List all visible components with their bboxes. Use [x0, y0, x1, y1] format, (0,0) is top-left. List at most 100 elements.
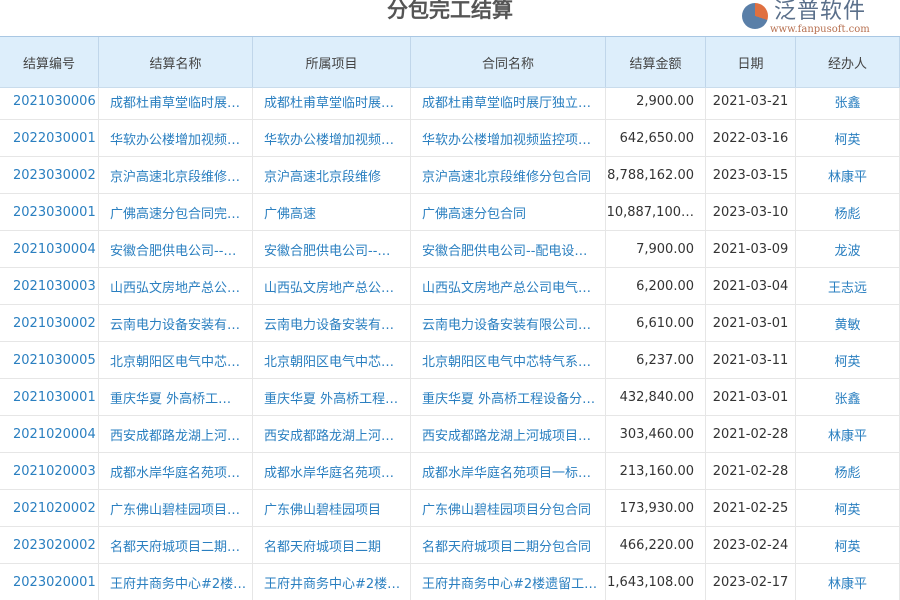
cell-contract-name[interactable]: 成都水岸华庭名苑项目一标…	[411, 453, 606, 489]
cell-contract-name[interactable]: 京沪高速北京段维修分包合同	[411, 157, 606, 193]
cell-handler[interactable]: 王志远	[796, 268, 900, 304]
cell-amount: 10,887,100…	[606, 194, 706, 230]
cell-settlement-no[interactable]: 2023020001	[0, 564, 99, 600]
cell-amount: 6,610.00	[606, 305, 706, 341]
table-row[interactable]: 2021020004 西安成都路龙湖上河… 西安成都路龙湖上河… 西安成都路龙湖上河城…	[0, 416, 900, 453]
cell-project[interactable]: 王府井商务中心#2楼…	[253, 564, 411, 600]
cell-settlement-no[interactable]: 2022030001	[0, 120, 99, 156]
cell-settlement-name[interactable]: 成都水岸华庭名苑项…	[99, 453, 253, 489]
cell-project[interactable]: 华软办公楼增加视频…	[253, 120, 411, 156]
cell-handler[interactable]: 张鑫	[796, 83, 900, 119]
page-title: 分包完工结算	[387, 0, 513, 22]
column-header-date[interactable]: 日期	[706, 37, 796, 87]
column-header-amount[interactable]: 结算金额	[606, 37, 706, 87]
cell-project[interactable]: 京沪高速北京段维修	[253, 157, 411, 193]
cell-contract-name[interactable]: 广东佛山碧桂园项目分包合同	[411, 490, 606, 526]
cell-settlement-name[interactable]: 广东佛山碧桂园项目…	[99, 490, 253, 526]
cell-project[interactable]: 成都杜甫草堂临时展…	[253, 83, 411, 119]
cell-settlement-no[interactable]: 2021020004	[0, 416, 99, 452]
cell-settlement-no[interactable]: 2021020003	[0, 453, 99, 489]
table-row[interactable]: 2023020001 王府井商务中心#2楼… 王府井商务中心#2楼… 王府井商务中心#…	[0, 564, 900, 600]
cell-project[interactable]: 重庆华夏 外高桥工程…	[253, 379, 411, 415]
column-header-settlement-name[interactable]: 结算名称	[99, 37, 253, 87]
cell-contract-name[interactable]: 成都杜甫草堂临时展厅独立…	[411, 83, 606, 119]
cell-settlement-no[interactable]: 2023030002	[0, 157, 99, 193]
cell-handler[interactable]: 黄敏	[796, 305, 900, 341]
column-header-settlement-no[interactable]: 结算编号	[0, 37, 99, 87]
cell-contract-name[interactable]: 安徽合肥供电公司--配电设…	[411, 231, 606, 267]
cell-settlement-no[interactable]: 2023020002	[0, 527, 99, 563]
cell-settlement-no[interactable]: 2021030005	[0, 342, 99, 378]
settlement-table: 结算编号 结算名称 所属项目 合同名称 结算金额 日期 经办人 2021030006 成都杜甫…	[0, 36, 900, 600]
table-row[interactable]: 2023030002 京沪高速北京段维修… 京沪高速北京段维修 京沪高速北京段维修分包…	[0, 157, 900, 194]
cell-contract-name[interactable]: 山西弘文房地产总公司电气…	[411, 268, 606, 304]
column-header-handler[interactable]: 经办人	[796, 37, 900, 87]
cell-handler[interactable]: 林康平	[796, 416, 900, 452]
cell-contract-name[interactable]: 云南电力设备安装有限公司…	[411, 305, 606, 341]
table-row[interactable]: 2021030002 云南电力设备安装有… 云南电力设备安装有… 云南电力设备安装有限…	[0, 305, 900, 342]
cell-amount: 466,220.00	[606, 527, 706, 563]
cell-amount: 7,900.00	[606, 231, 706, 267]
cell-project[interactable]: 安徽合肥供电公司--…	[253, 231, 411, 267]
cell-settlement-name[interactable]: 西安成都路龙湖上河…	[99, 416, 253, 452]
cell-project[interactable]: 广东佛山碧桂园项目	[253, 490, 411, 526]
cell-contract-name[interactable]: 北京朝阳区电气中芯特气系…	[411, 342, 606, 378]
cell-contract-name[interactable]: 西安成都路龙湖上河城项目…	[411, 416, 606, 452]
cell-project[interactable]: 广佛高速	[253, 194, 411, 230]
cell-handler[interactable]: 龙波	[796, 231, 900, 267]
cell-contract-name[interactable]: 重庆华夏 外高桥工程设备分…	[411, 379, 606, 415]
cell-settlement-no[interactable]: 2021030003	[0, 268, 99, 304]
cell-settlement-no[interactable]: 2021030001	[0, 379, 99, 415]
table-row[interactable]: 2021020003 成都水岸华庭名苑项… 成都水岸华庭名苑项… 成都水岸华庭名苑项目…	[0, 453, 900, 490]
watermark-logo: 泛普软件 www.fanpusoft.com	[742, 0, 892, 36]
cell-handler[interactable]: 杨彪	[796, 194, 900, 230]
table-row[interactable]: 2023030001 广佛高速分包合同完… 广佛高速 广佛高速分包合同 10,887,1…	[0, 194, 900, 231]
cell-settlement-no[interactable]: 2021030002	[0, 305, 99, 341]
cell-contract-name[interactable]: 名都天府城项目二期分包合同	[411, 527, 606, 563]
cell-handler[interactable]: 柯英	[796, 490, 900, 526]
cell-project[interactable]: 成都水岸华庭名苑项…	[253, 453, 411, 489]
cell-project[interactable]: 名都天府城项目二期	[253, 527, 411, 563]
table-row[interactable]: 2023020002 名都天府城项目二期… 名都天府城项目二期 名都天府城项目二期分包…	[0, 527, 900, 564]
column-header-project[interactable]: 所属项目	[253, 37, 411, 87]
cell-handler[interactable]: 林康平	[796, 157, 900, 193]
cell-project[interactable]: 西安成都路龙湖上河…	[253, 416, 411, 452]
cell-settlement-name[interactable]: 名都天府城项目二期…	[99, 527, 253, 563]
cell-contract-name[interactable]: 广佛高速分包合同	[411, 194, 606, 230]
cell-settlement-name[interactable]: 山西弘文房地产总公…	[99, 268, 253, 304]
cell-handler[interactable]: 柯英	[796, 120, 900, 156]
cell-date: 2023-02-17	[706, 564, 796, 600]
cell-settlement-name[interactable]: 北京朝阳区电气中芯…	[99, 342, 253, 378]
cell-settlement-no[interactable]: 2023030001	[0, 194, 99, 230]
table-row[interactable]: 2021030006 成都杜甫草堂临时展… 成都杜甫草堂临时展… 成都杜甫草堂临时展厅…	[0, 83, 900, 120]
cell-contract-name[interactable]: 王府井商务中心#2楼遗留工…	[411, 564, 606, 600]
cell-project[interactable]: 山西弘文房地产总公…	[253, 268, 411, 304]
cell-settlement-name[interactable]: 王府井商务中心#2楼…	[99, 564, 253, 600]
cell-settlement-name[interactable]: 华软办公楼增加视频…	[99, 120, 253, 156]
cell-handler[interactable]: 柯英	[796, 342, 900, 378]
cell-settlement-no[interactable]: 2021030006	[0, 83, 99, 119]
cell-settlement-name[interactable]: 广佛高速分包合同完…	[99, 194, 253, 230]
table-row[interactable]: 2021030003 山西弘文房地产总公… 山西弘文房地产总公… 山西弘文房地产总公司…	[0, 268, 900, 305]
cell-handler[interactable]: 柯英	[796, 527, 900, 563]
table-row[interactable]: 2021020002 广东佛山碧桂园项目… 广东佛山碧桂园项目 广东佛山碧桂园项目分包…	[0, 490, 900, 527]
column-header-contract-name[interactable]: 合同名称	[411, 37, 606, 87]
cell-contract-name[interactable]: 华软办公楼增加视频监控项…	[411, 120, 606, 156]
cell-handler[interactable]: 张鑫	[796, 379, 900, 415]
cell-settlement-no[interactable]: 2021030004	[0, 231, 99, 267]
cell-settlement-name[interactable]: 京沪高速北京段维修…	[99, 157, 253, 193]
cell-project[interactable]: 北京朝阳区电气中芯…	[253, 342, 411, 378]
cell-date: 2023-02-24	[706, 527, 796, 563]
cell-settlement-name[interactable]: 云南电力设备安装有…	[99, 305, 253, 341]
table-row[interactable]: 2021030004 安徽合肥供电公司--… 安徽合肥供电公司--… 安徽合肥供电公司…	[0, 231, 900, 268]
cell-settlement-name[interactable]: 安徽合肥供电公司--…	[99, 231, 253, 267]
cell-handler[interactable]: 林康平	[796, 564, 900, 600]
table-row[interactable]: 2021030005 北京朝阳区电气中芯… 北京朝阳区电气中芯… 北京朝阳区电气中芯特…	[0, 342, 900, 379]
cell-project[interactable]: 云南电力设备安装有…	[253, 305, 411, 341]
cell-settlement-name[interactable]: 重庆华夏 外高桥工…	[99, 379, 253, 415]
cell-handler[interactable]: 杨彪	[796, 453, 900, 489]
cell-settlement-name[interactable]: 成都杜甫草堂临时展…	[99, 83, 253, 119]
table-row[interactable]: 2021030001 重庆华夏 外高桥工… 重庆华夏 外高桥工程… 重庆华夏 外高桥工…	[0, 379, 900, 416]
table-row[interactable]: 2022030001 华软办公楼增加视频… 华软办公楼增加视频… 华软办公楼增加视频监…	[0, 120, 900, 157]
cell-settlement-no[interactable]: 2021020002	[0, 490, 99, 526]
